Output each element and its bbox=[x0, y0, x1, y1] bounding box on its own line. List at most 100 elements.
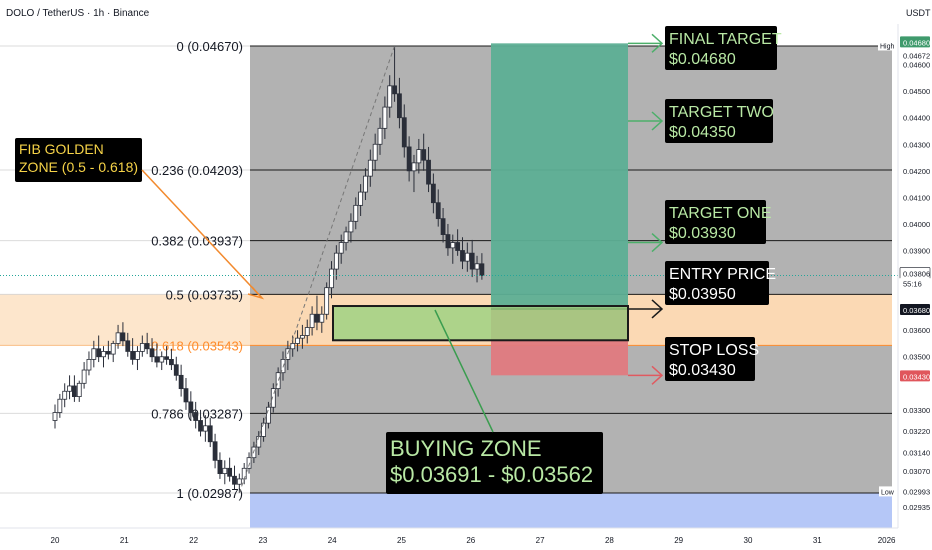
candle-body bbox=[392, 85, 397, 95]
time-tick: 29 bbox=[674, 536, 683, 545]
candle-body bbox=[202, 425, 208, 432]
candle-body bbox=[426, 159, 431, 185]
callout-stop-loss: STOP LOSS $0.03430 bbox=[665, 337, 759, 381]
badge-text: 0.02993 bbox=[903, 487, 930, 496]
candle bbox=[135, 346, 140, 371]
candle-body bbox=[227, 467, 233, 477]
price-badge-entry[interactable]: 0.03680 bbox=[900, 303, 930, 315]
price-tick: 0.03500 bbox=[903, 353, 930, 362]
candle-body bbox=[387, 85, 393, 108]
price-axis[interactable]: 0.04600 0.04500 0.04400 0.04300 0.04200 0.041… bbox=[878, 0, 932, 550]
candle-body bbox=[159, 356, 165, 363]
time-tick: 27 bbox=[536, 536, 545, 545]
candle bbox=[309, 306, 315, 336]
candle bbox=[164, 346, 169, 365]
candle bbox=[149, 338, 155, 363]
time-axis[interactable]: 20 21 22 23 24 25 26 27 28 29 30 31 2026 bbox=[0, 527, 898, 550]
badge-text: 55:16 bbox=[903, 279, 922, 288]
candle bbox=[377, 117, 383, 155]
price-tick: 0.04000 bbox=[903, 220, 930, 229]
price-tick: 0.04100 bbox=[903, 193, 930, 202]
candle-body bbox=[67, 385, 72, 392]
candle bbox=[314, 295, 320, 331]
candle-body bbox=[76, 382, 82, 397]
symbol-title[interactable]: DOLO / TetherUS · 1h · Binance bbox=[6, 8, 150, 19]
callout-bg bbox=[665, 99, 773, 143]
fib-label-0.382: 0.382 (0.03937) bbox=[151, 234, 243, 249]
buying-zone-box[interactable] bbox=[332, 305, 629, 342]
price-badge-high[interactable]: 0.04680 bbox=[900, 36, 930, 48]
candle-body bbox=[62, 390, 68, 400]
price-badge-last[interactable]: 0.03806 bbox=[899, 267, 931, 279]
fib-label-0: 0 (0.04670) bbox=[177, 39, 244, 54]
candle bbox=[426, 146, 431, 193]
candle-body bbox=[353, 204, 359, 222]
candle-body bbox=[338, 242, 344, 254]
price-badge-stop[interactable]: 0.03430 bbox=[900, 370, 930, 382]
candle-body bbox=[149, 348, 155, 358]
time-tick: 23 bbox=[258, 536, 267, 545]
candle bbox=[270, 383, 276, 413]
badge-text: 0.04680 bbox=[903, 38, 930, 47]
low-tag-bg bbox=[879, 486, 896, 497]
time-axis-bg bbox=[0, 528, 898, 550]
candle bbox=[169, 348, 174, 371]
callout-line1: BUYING ZONE bbox=[390, 436, 542, 461]
candle bbox=[304, 319, 310, 344]
candle-body bbox=[57, 398, 63, 413]
callout-bg bbox=[665, 26, 777, 70]
fib-label-0.236: 0.236 (0.04203) bbox=[151, 163, 243, 178]
candle bbox=[367, 149, 373, 187]
price-badge-high-ref[interactable]: 0.04672 bbox=[900, 49, 930, 61]
candle-body bbox=[81, 369, 87, 384]
callout-line2: $0.03950 bbox=[669, 286, 736, 303]
candle-body bbox=[154, 356, 160, 363]
candle bbox=[455, 229, 461, 256]
callout-line1: STOP LOSS bbox=[669, 342, 759, 359]
badge-bg bbox=[900, 277, 930, 289]
candle bbox=[363, 168, 368, 201]
candle bbox=[130, 338, 136, 365]
callout-line2: $0.04680 bbox=[669, 51, 736, 68]
candle bbox=[479, 253, 485, 280]
badge-text: 0.04672 bbox=[903, 51, 930, 60]
fib-golden-pointer bbox=[141, 169, 263, 299]
badge-text: 0.03680 bbox=[903, 306, 930, 315]
candle-body bbox=[469, 252, 475, 270]
price-badge-countdown[interactable]: 55:16 bbox=[900, 277, 930, 289]
price-badge-low[interactable]: 0.02993 bbox=[900, 485, 930, 497]
badge-bg bbox=[900, 49, 930, 61]
candle bbox=[266, 401, 271, 429]
callout-line1: TARGET ONE bbox=[669, 205, 772, 222]
candle-body bbox=[343, 231, 349, 243]
candle bbox=[76, 380, 82, 402]
candle bbox=[139, 335, 145, 357]
candle-body bbox=[52, 412, 58, 421]
candle bbox=[440, 208, 446, 243]
candlestick-series bbox=[0, 45, 898, 494]
callout-line2: $0.03430 bbox=[669, 362, 736, 379]
price-tick: 0.04600 bbox=[903, 61, 930, 70]
candle-body bbox=[314, 313, 320, 323]
fib-below-band bbox=[250, 493, 892, 528]
candle bbox=[232, 465, 237, 490]
candle-body bbox=[435, 202, 441, 220]
callout-bg bbox=[665, 200, 766, 244]
candle-body bbox=[304, 327, 310, 336]
candle-body bbox=[110, 343, 116, 355]
long-position-tool[interactable] bbox=[332, 43, 629, 376]
candle bbox=[101, 346, 106, 368]
candle-body bbox=[270, 388, 276, 408]
candle-body bbox=[183, 388, 189, 403]
candle bbox=[183, 377, 189, 410]
candle-body bbox=[115, 332, 121, 344]
target-zone[interactable] bbox=[491, 43, 628, 309]
price-tick: 0.04300 bbox=[903, 140, 930, 149]
arrow-stop-head bbox=[651, 365, 664, 385]
candle bbox=[81, 362, 87, 389]
badge-bg bbox=[900, 485, 930, 497]
time-tick: 24 bbox=[328, 536, 337, 545]
candle bbox=[300, 324, 305, 349]
candle-body bbox=[479, 263, 485, 276]
